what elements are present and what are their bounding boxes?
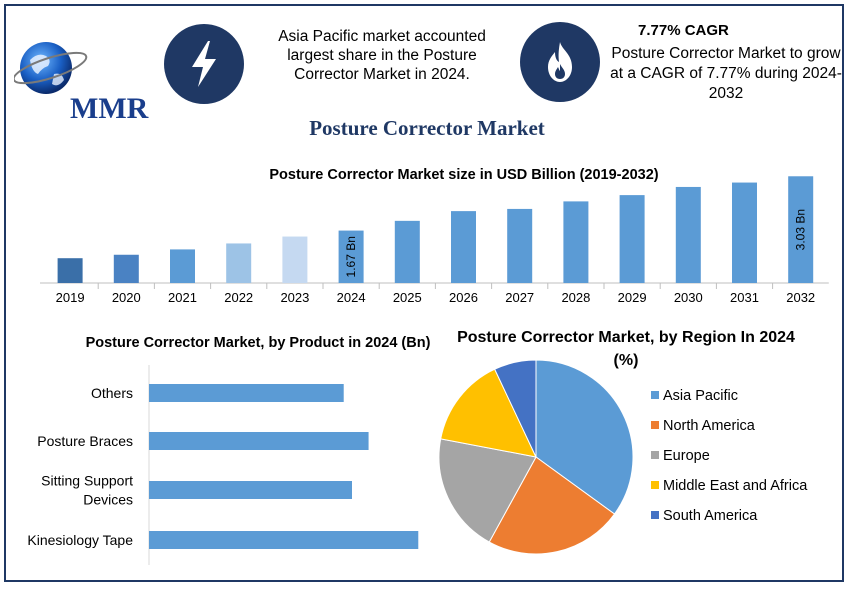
x-tick-2028: 2028 [561,290,590,305]
market-size-chart: 2019 2020 2021 2022 2023 2024 1.67 Bn 2025 2026 2… [40,176,829,305]
data-label-2024: 1.67 Bn [344,236,358,277]
legend-label: North America [663,418,756,434]
bar-2019 [57,258,83,283]
y-tick-label: Sitting Support [41,473,133,489]
bar-kinesiology-tape [149,531,419,549]
x-tick-2025: 2025 [393,290,422,305]
legend-swatch [651,421,659,429]
legend-label: Europe [663,448,710,464]
x-tick-2030: 2030 [674,290,703,305]
bar-2030 [675,186,701,283]
slice-south-america [494,359,537,458]
product-chart: Others Posture Braces Sitting Support Devic… [27,365,419,565]
legend-swatch [651,481,659,489]
data-label-2032: 3.03 Bn [794,209,808,250]
x-tick-2026: 2026 [449,290,478,305]
bar-2022 [226,243,252,283]
bar-2026 [451,211,476,283]
slice-middle-east-and-africa [440,368,537,458]
bar-others [149,384,344,402]
bar-2020 [113,254,139,283]
region-pie-chart: Asia Pacific North America Europe Middle Ea… [438,359,808,555]
bar-posture-braces [149,432,369,450]
bar-2029 [619,195,645,283]
bar-2023 [282,236,308,283]
slice-europe [438,438,537,543]
legend-swatch [651,391,659,399]
bar-2032 [788,176,814,283]
y-tick-label: Devices [83,492,133,508]
mmr-logo: MMR [12,34,154,125]
y-tick-label: Posture Braces [37,433,133,449]
y-tick-label: Kinesiology Tape [27,532,133,548]
info-asia-pacific: Asia Pacific market accounted largest sh… [278,28,486,83]
bar-2021 [170,249,195,283]
x-tick-2023: 2023 [280,290,309,305]
legend-label: South America [663,508,758,524]
y-tick-label: Others [91,385,133,401]
slice-north-america [488,456,616,555]
info-cagr: Posture Corrector Market to grow at a CA… [610,45,842,102]
x-tick-2027: 2027 [505,290,534,305]
bar-2028 [563,201,589,283]
bar-2024 [338,230,364,283]
x-tick-2020: 2020 [112,290,141,305]
slice-asia-pacific [535,359,634,515]
legend-swatch [651,511,659,519]
product-chart-title: Posture Corrector Market, by Product in … [85,335,431,351]
x-tick-2031: 2031 [730,290,759,305]
flame-icon [520,22,600,102]
lightning-bolt-icon [164,24,244,104]
globe-icon [12,42,88,94]
cagr-title: 7.77% CAGR [638,22,729,39]
main-title: Posture Corrector Market [309,116,545,140]
x-tick-2024: 2024 [337,290,366,305]
region-chart-title: Posture Corrector Market, by Region In 2… [457,329,795,369]
bar-2027 [507,208,533,283]
logo-text: MMR [70,92,149,125]
x-tick-2019: 2019 [56,290,85,305]
x-tick-2032: 2032 [786,290,815,305]
legend-swatch [651,451,659,459]
market-size-chart-title: Posture Corrector Market size in USD Bil… [269,167,659,183]
legend-label: Middle East and Africa [663,478,808,494]
bar-sitting-support-devices [149,481,352,499]
x-tick-2021: 2021 [168,290,197,305]
x-tick-2022: 2022 [224,290,253,305]
bar-2025 [394,220,420,283]
x-tick-2029: 2029 [618,290,647,305]
legend-label: Asia Pacific [663,388,738,404]
border-frame [4,4,844,582]
bar-2031 [732,182,757,283]
